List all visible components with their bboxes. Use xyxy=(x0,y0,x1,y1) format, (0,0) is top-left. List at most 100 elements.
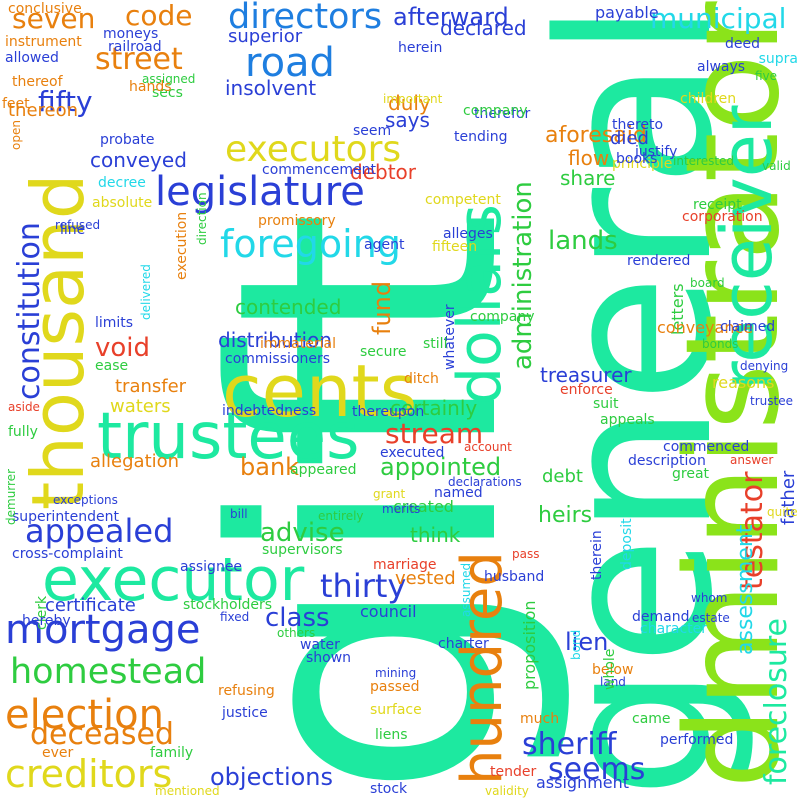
word-stream: stream xyxy=(385,417,484,450)
word-seven: seven xyxy=(12,2,96,35)
word-homestead: homestead xyxy=(10,652,207,692)
word-suit: suit xyxy=(593,396,619,412)
word-duly: duly xyxy=(388,91,431,115)
word-directors: directors xyxy=(228,0,383,37)
word-great: great xyxy=(672,466,710,482)
word-flow: flow xyxy=(568,146,610,170)
word-declarations: declarations xyxy=(448,475,522,489)
word-always: always xyxy=(697,59,746,75)
word-hands: hands xyxy=(129,79,172,95)
word-execution: execution xyxy=(174,211,190,280)
word-appointed: appointed xyxy=(380,453,502,481)
word-refusing: refusing xyxy=(218,683,275,699)
word-herein: herein xyxy=(398,40,443,56)
word-surface: surface xyxy=(370,702,422,718)
word-character: character xyxy=(640,621,708,637)
word-description: description xyxy=(628,453,706,469)
word-thereof: thereof xyxy=(12,74,63,90)
word-probate: probate xyxy=(100,132,155,148)
word-performed: performed xyxy=(660,732,734,748)
word-election: election xyxy=(5,692,164,738)
word-lien: lien xyxy=(565,628,609,656)
word-advise: advise xyxy=(260,518,345,548)
word-grant: grant xyxy=(373,487,406,501)
word-tending: tending xyxy=(454,129,508,145)
word-company: company xyxy=(463,103,528,119)
word-conclusive: conclusive xyxy=(8,1,82,17)
word-supra: supra xyxy=(758,51,798,67)
word-road: road xyxy=(245,40,335,86)
word-tender: tender xyxy=(490,764,537,780)
word-whole: whole xyxy=(602,648,618,690)
word-commenced: commenced xyxy=(663,439,750,455)
word-thereon: thereon xyxy=(8,100,79,121)
word-account: account xyxy=(464,440,512,454)
word-foreclosure: foreclosure xyxy=(759,617,794,785)
word-executors: executors xyxy=(225,129,402,170)
word-came: came xyxy=(632,711,671,727)
word-receipt: receipt xyxy=(693,197,742,213)
word-superior: superior xyxy=(228,26,303,47)
word-heirs: heirs xyxy=(538,503,593,528)
word-liens: liens xyxy=(375,727,408,743)
word-deposit: deposit xyxy=(619,518,635,570)
word-railroad: railroad xyxy=(108,39,162,55)
word-shown: shown xyxy=(306,650,352,666)
word-limits: limits xyxy=(95,315,134,331)
word-constitution: constitution xyxy=(12,222,47,400)
word-claimed: claimed xyxy=(720,319,776,335)
word-below: below xyxy=(592,662,634,678)
word-void: void xyxy=(95,333,151,363)
word-mining: mining xyxy=(375,666,417,680)
word-legislature: legislature xyxy=(155,169,365,215)
word-deed: deed xyxy=(725,36,760,52)
word-municipal: municipal xyxy=(650,2,787,35)
word-reasons: reasons xyxy=(712,373,775,392)
word-denying: denying xyxy=(740,359,789,373)
word-moneys: moneys xyxy=(103,26,159,42)
word-administration: administration xyxy=(508,181,538,370)
word-mortgage: mortgage xyxy=(5,607,201,653)
word-assessment: assessment xyxy=(733,524,758,655)
word-thirty: thirty xyxy=(320,567,407,605)
word-immaterial: immaterial xyxy=(260,336,336,352)
word-commissioners: commissioners xyxy=(225,351,331,367)
word-fixed: fixed xyxy=(220,610,250,624)
word-declared: declared xyxy=(440,16,527,40)
word-sheriff: sheriff xyxy=(522,727,617,762)
word-bank: bank xyxy=(240,453,300,481)
word-appealed: appealed xyxy=(25,512,174,550)
word-agent: agent xyxy=(364,237,405,253)
word-estate: estate xyxy=(692,611,730,625)
word-marriage: marriage xyxy=(373,557,437,573)
word-superintendent: superintendent xyxy=(12,509,120,525)
word-seems: seems xyxy=(548,752,646,787)
word-interested: interested xyxy=(673,154,735,168)
word-conveyed: conveyed xyxy=(90,148,187,172)
word-executor: executor xyxy=(42,545,305,615)
word-hereby: hereby xyxy=(22,613,71,629)
word-objections: objections xyxy=(210,763,334,791)
word-board: board xyxy=(690,276,725,290)
word-merits: merits xyxy=(382,502,421,516)
word-appeals: appeals xyxy=(600,412,655,428)
word-justify: justify xyxy=(635,144,678,160)
word-bond: bond xyxy=(569,629,583,660)
word-still: still xyxy=(423,336,448,352)
word-lands: lands xyxy=(548,226,618,256)
word-waters: waters xyxy=(110,396,171,417)
word-feet: feet xyxy=(2,96,30,112)
word-trustee: trustee xyxy=(750,394,793,408)
word-certificate: certificate xyxy=(45,595,136,616)
word-afterward: afterward xyxy=(393,3,509,31)
word-conveyance: conveyance xyxy=(657,318,754,337)
word-appeared: appeared xyxy=(290,462,357,478)
word-debtor: debtor xyxy=(350,160,416,184)
word-corporation: corporation xyxy=(682,209,763,225)
word-allegation: allegation xyxy=(90,451,180,472)
word-allowed: allowed xyxy=(5,50,59,66)
word-entirely: entirely xyxy=(318,509,364,523)
word-assignment: assignment xyxy=(536,773,630,792)
word-water: water xyxy=(300,637,340,653)
word-instrument: instrument xyxy=(5,34,82,50)
